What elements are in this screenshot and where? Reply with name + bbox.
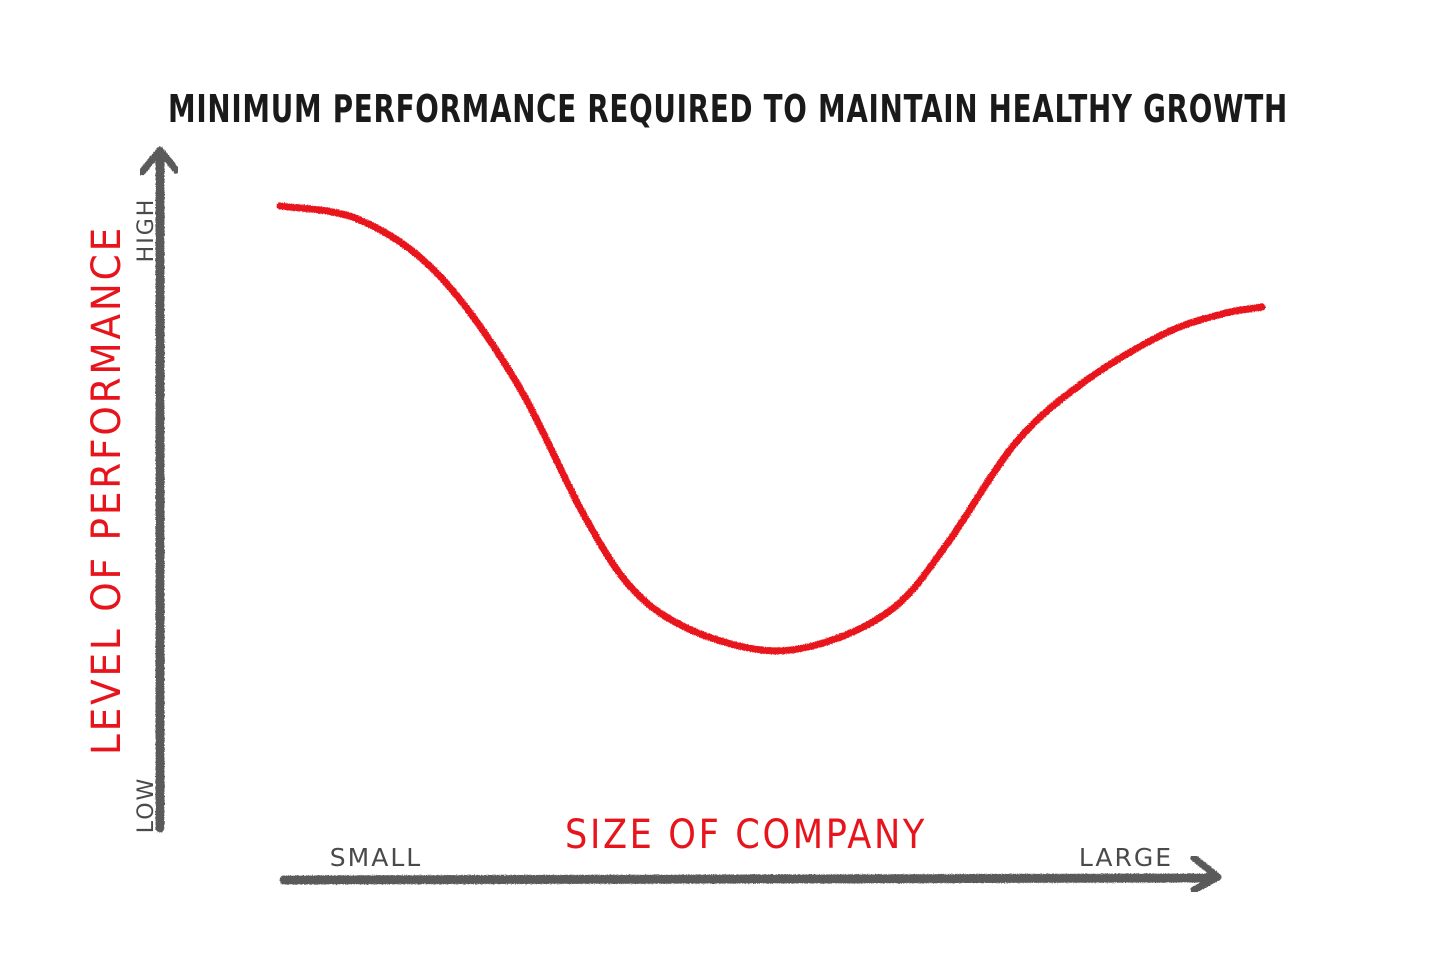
- x-axis-title: SIZE OF COMPANY: [565, 812, 927, 858]
- y-axis-title: LEVEL OF PERFORMANCE: [84, 225, 130, 755]
- y-direction-arrow: [138, 146, 180, 833]
- chart-title: MINIMUM PERFORMANCE REQUIRED TO MAINTAIN…: [168, 87, 1288, 131]
- series-line: [276, 202, 1266, 655]
- y-high-label: HIGH: [134, 198, 159, 263]
- x-high-label: LARGE: [1079, 843, 1173, 872]
- x-low-label: SMALL: [330, 843, 422, 872]
- y-low-label: LOW: [134, 777, 159, 834]
- x-direction-arrow: [279, 854, 1222, 894]
